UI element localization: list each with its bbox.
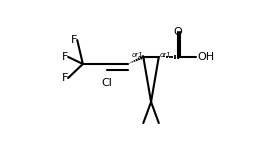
- Text: or1: or1: [159, 52, 171, 58]
- Text: O: O: [173, 27, 182, 37]
- Text: OH: OH: [198, 52, 215, 62]
- Text: F: F: [62, 52, 68, 62]
- Text: Cl: Cl: [101, 78, 112, 88]
- Text: or1: or1: [132, 52, 143, 58]
- Text: F: F: [62, 73, 68, 83]
- Text: F: F: [71, 35, 77, 45]
